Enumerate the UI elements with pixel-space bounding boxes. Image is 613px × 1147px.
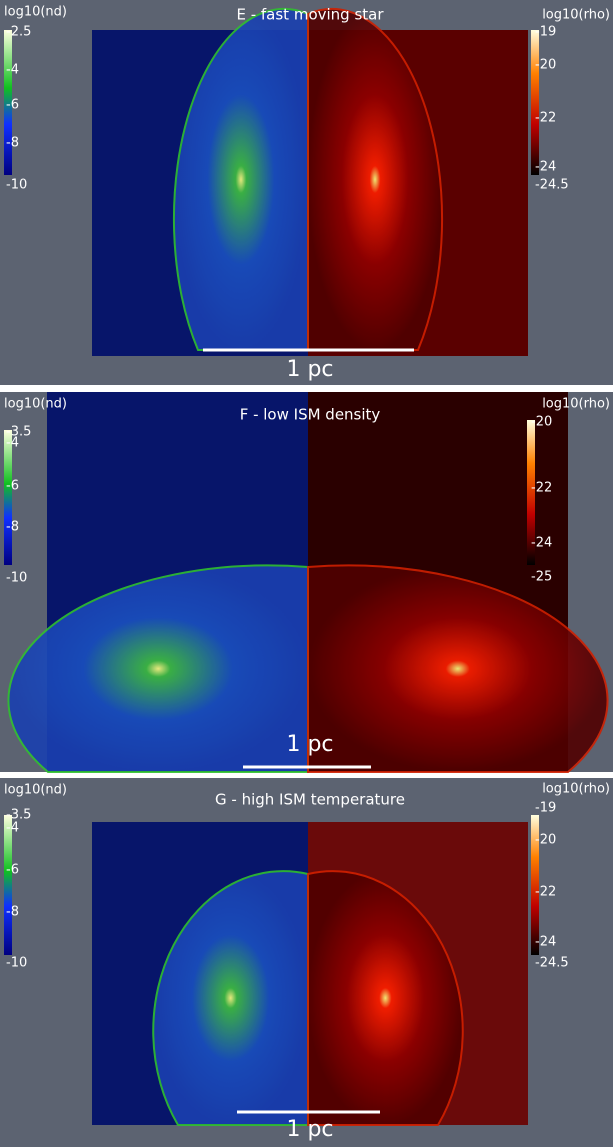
nd-tick-label: -10 [6,178,27,193]
rho-bubble [307,870,464,1126]
rho-colorbar-label: log10(rho) [542,8,610,23]
nd-tick-label: -4 [6,63,19,78]
rho-tick-label: -20 [535,833,556,848]
rho-tick-label: -22 [535,885,556,900]
rho-tick-label: -19 [535,25,556,40]
scale-label: 1 pc [286,357,333,382]
nd-tick-label: -4 [6,821,19,836]
rho-tick-label: -24 [535,160,556,175]
panel-title: F - low ISM density [240,406,381,424]
nd-colorbar-label: log10(nd) [4,397,67,412]
nd-colorbar-label: log10(nd) [4,783,67,798]
nd-tick-label: -6 [6,479,19,494]
rho-colorbar [527,420,535,565]
rho-colorbar-label: log10(rho) [542,397,610,412]
nd-bubble [172,7,309,351]
rho-tick-label: -20 [531,415,552,430]
nd-tick-label: -3.5 [6,808,31,823]
rho-tick-label: -22 [535,111,556,126]
rho-tick-label: -24 [531,536,552,551]
rho-tick-label: -24.5 [535,178,569,193]
rho-tick-label: -19 [535,801,556,816]
rho-bubble [307,7,444,351]
nd-tick-label: -8 [6,520,19,535]
rho-colorbar [531,30,539,175]
rho-tick-label: -20 [535,58,556,73]
nd-tick-label: -10 [6,956,27,971]
scale-label: 1 pc [286,732,333,757]
nd-tick-label: -3.5 [6,425,31,440]
nd-tick-label: -6 [6,98,19,113]
nd-tick-label: -8 [6,905,19,920]
rho-tick-label: -24 [535,935,556,950]
nd-colorbar [4,430,12,565]
rho-colorbar-label: log10(rho) [542,782,610,797]
nd-colorbar-label: log10(nd) [4,5,67,20]
nd-tick-label: -8 [6,136,19,151]
nd-bubble [7,564,309,773]
rho-tick-label: -25 [531,570,552,585]
rho-tick-label: -22 [531,481,552,496]
scale-label: 1 pc [286,1117,333,1142]
panel-title: E - fast moving star [236,6,384,24]
nd-tick-label: -10 [6,571,27,586]
nd-tick-label: -6 [6,863,19,878]
rho-colorbar [531,815,539,955]
panel-title: G - high ISM temperature [215,791,405,809]
nd-colorbar [4,30,12,175]
nd-tick-label: -2.5 [6,25,31,40]
nd-colorbar [4,815,12,955]
nd-tick-label: -4 [6,436,19,451]
rho-tick-label: -24.5 [535,956,569,971]
nd-bubble [152,870,309,1126]
rho-bubble [307,564,609,773]
